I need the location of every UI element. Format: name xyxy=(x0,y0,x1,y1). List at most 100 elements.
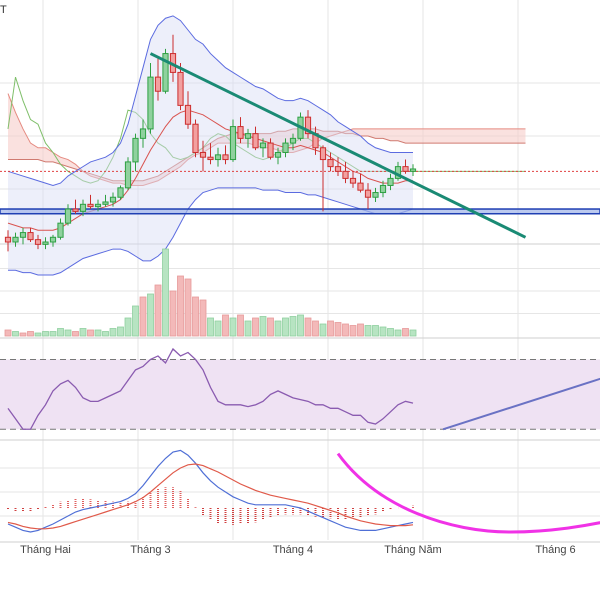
candle-down xyxy=(334,166,342,172)
candle xyxy=(334,157,342,177)
candle xyxy=(192,119,199,158)
volume-bar xyxy=(214,320,222,337)
macd-rounding-bottom-arc xyxy=(336,452,600,534)
candle xyxy=(64,204,72,226)
candle-down xyxy=(177,71,184,106)
candle xyxy=(42,237,49,250)
volume-bar xyxy=(19,332,27,337)
candle xyxy=(162,48,169,94)
volume-bar xyxy=(42,331,49,337)
candle-up xyxy=(79,203,87,212)
volume-bar xyxy=(267,317,274,337)
candle xyxy=(19,227,27,245)
volume-bar xyxy=(394,329,402,337)
candle-down xyxy=(72,208,79,212)
volume-bar xyxy=(64,329,72,337)
volume-bar xyxy=(372,325,379,337)
candle xyxy=(34,234,42,250)
candle xyxy=(342,161,349,184)
candle-down xyxy=(349,177,357,184)
candle-up xyxy=(289,137,297,144)
candle-up xyxy=(409,168,417,172)
candle xyxy=(132,133,139,172)
candle xyxy=(94,199,102,212)
candle xyxy=(379,180,387,198)
candle xyxy=(207,143,214,165)
volume-bar xyxy=(327,320,334,337)
candle xyxy=(87,194,94,210)
candle xyxy=(327,152,334,172)
support-band xyxy=(0,208,600,215)
candle xyxy=(57,218,64,240)
volume-bar xyxy=(312,320,319,337)
volume-bar xyxy=(109,328,117,337)
volume-bar xyxy=(402,328,409,337)
candle-down xyxy=(27,232,34,241)
candle-up xyxy=(162,53,169,92)
ichimoku-span-b xyxy=(8,128,526,182)
candle-up xyxy=(139,128,147,139)
volume-bar xyxy=(387,328,394,337)
corner-text: T xyxy=(0,4,7,16)
candle xyxy=(402,159,409,174)
candle xyxy=(229,119,237,162)
candle xyxy=(409,164,417,177)
candle-up xyxy=(42,241,49,245)
candle xyxy=(4,230,12,252)
candle xyxy=(274,147,282,165)
volume-bar xyxy=(192,296,199,337)
rsi-panel xyxy=(0,347,600,431)
month-tick-label: Tháng 6 xyxy=(535,544,575,556)
volume-bar xyxy=(349,325,357,337)
candle-up xyxy=(117,187,124,198)
candle-up xyxy=(132,137,139,163)
volume-bar xyxy=(12,331,19,337)
volume-bar xyxy=(27,331,34,337)
candle xyxy=(244,128,252,148)
candle xyxy=(72,199,79,214)
volume-bar xyxy=(199,299,207,337)
volume-bar xyxy=(184,278,192,337)
candle xyxy=(259,138,267,158)
ichimoku-span-a xyxy=(7,93,526,186)
candle xyxy=(177,62,184,111)
candle xyxy=(237,117,244,144)
volume-bar xyxy=(342,323,349,337)
candle-down xyxy=(154,76,162,92)
month-tick-label: Tháng Năm xyxy=(384,544,441,556)
candle xyxy=(222,145,229,165)
price-panel xyxy=(0,15,600,276)
candle-down xyxy=(34,239,42,245)
volume-panel xyxy=(4,248,417,337)
macd-panel xyxy=(7,449,600,534)
volume-bar xyxy=(282,317,289,337)
candle-up xyxy=(49,236,57,243)
candle-down xyxy=(87,203,94,208)
candle xyxy=(147,62,154,134)
volume-bar xyxy=(274,320,282,337)
macd-line xyxy=(7,449,414,533)
candle-up xyxy=(109,196,117,203)
volume-bar xyxy=(87,329,94,337)
volume-bar xyxy=(147,293,154,337)
ichimoku-cloud xyxy=(8,93,526,186)
volume-bar xyxy=(237,314,244,337)
candle xyxy=(372,187,379,202)
candle-down xyxy=(267,142,274,158)
volume-bar xyxy=(132,305,139,337)
candle-up xyxy=(274,151,282,158)
candle-down xyxy=(319,147,327,161)
candle-up xyxy=(214,154,222,161)
volume-bar xyxy=(289,316,297,337)
month-tick-label: Tháng 4 xyxy=(273,544,313,556)
volume-bar xyxy=(229,317,237,337)
volume-bar xyxy=(304,317,312,337)
volume-bar xyxy=(72,331,79,337)
candle xyxy=(252,126,259,151)
candle-up xyxy=(57,222,64,238)
candle-down xyxy=(237,126,244,139)
volume-bar xyxy=(252,317,259,337)
volume-bar xyxy=(379,326,387,337)
candle-down xyxy=(222,154,229,161)
